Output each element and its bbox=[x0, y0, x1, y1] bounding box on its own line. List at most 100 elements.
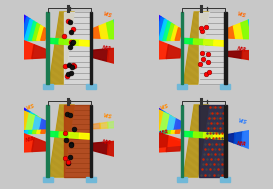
Polygon shape bbox=[152, 40, 168, 59]
Text: VIS: VIS bbox=[237, 11, 247, 18]
Bar bbox=[181, 12, 183, 84]
Polygon shape bbox=[171, 119, 179, 133]
Polygon shape bbox=[166, 138, 181, 152]
Polygon shape bbox=[20, 17, 30, 41]
Polygon shape bbox=[150, 15, 161, 41]
Point bbox=[72, 127, 76, 130]
Polygon shape bbox=[100, 122, 108, 129]
Polygon shape bbox=[49, 105, 74, 177]
Polygon shape bbox=[241, 20, 252, 39]
Polygon shape bbox=[79, 133, 90, 139]
Polygon shape bbox=[32, 116, 41, 133]
Polygon shape bbox=[183, 38, 194, 44]
Point bbox=[69, 142, 73, 145]
Text: VIS: VIS bbox=[159, 103, 170, 111]
Polygon shape bbox=[92, 49, 108, 61]
Polygon shape bbox=[242, 50, 258, 61]
Polygon shape bbox=[159, 19, 168, 41]
Polygon shape bbox=[183, 131, 194, 137]
Polygon shape bbox=[114, 17, 125, 39]
Polygon shape bbox=[152, 133, 168, 152]
Polygon shape bbox=[16, 108, 27, 134]
Point bbox=[69, 30, 74, 33]
Polygon shape bbox=[69, 40, 80, 45]
Polygon shape bbox=[249, 129, 259, 151]
Polygon shape bbox=[32, 23, 41, 40]
Polygon shape bbox=[173, 118, 181, 129]
Point bbox=[207, 71, 211, 74]
Polygon shape bbox=[183, 105, 209, 177]
Polygon shape bbox=[18, 110, 28, 129]
Polygon shape bbox=[24, 112, 34, 134]
Polygon shape bbox=[20, 110, 30, 134]
Point bbox=[66, 73, 70, 76]
Polygon shape bbox=[203, 132, 214, 139]
Polygon shape bbox=[18, 133, 34, 152]
Point bbox=[68, 156, 73, 159]
Point bbox=[206, 61, 210, 64]
Polygon shape bbox=[32, 45, 47, 59]
Polygon shape bbox=[106, 20, 117, 39]
Polygon shape bbox=[38, 119, 47, 129]
Polygon shape bbox=[150, 108, 161, 134]
Point bbox=[71, 40, 75, 43]
Point bbox=[64, 113, 69, 116]
Polygon shape bbox=[203, 40, 214, 45]
Polygon shape bbox=[28, 21, 37, 41]
Point bbox=[64, 139, 68, 142]
Polygon shape bbox=[79, 40, 90, 46]
Point bbox=[71, 63, 75, 66]
Polygon shape bbox=[99, 23, 109, 39]
Polygon shape bbox=[41, 28, 48, 40]
Polygon shape bbox=[24, 19, 34, 41]
Polygon shape bbox=[163, 21, 171, 41]
Text: NIR: NIR bbox=[102, 139, 113, 146]
Point bbox=[66, 162, 70, 165]
Polygon shape bbox=[183, 12, 209, 84]
Bar bbox=[43, 177, 53, 182]
Point bbox=[63, 132, 67, 135]
Polygon shape bbox=[49, 131, 59, 137]
Polygon shape bbox=[226, 26, 236, 38]
Polygon shape bbox=[175, 121, 182, 133]
Polygon shape bbox=[214, 133, 224, 139]
Point bbox=[69, 41, 73, 44]
Point bbox=[206, 53, 210, 56]
Point bbox=[201, 57, 205, 60]
Polygon shape bbox=[64, 105, 90, 177]
Bar bbox=[86, 177, 96, 182]
Polygon shape bbox=[199, 12, 224, 84]
Polygon shape bbox=[199, 105, 224, 177]
Polygon shape bbox=[214, 40, 224, 46]
Text: NIR: NIR bbox=[159, 129, 170, 136]
Polygon shape bbox=[167, 136, 181, 146]
Point bbox=[66, 19, 70, 22]
Bar bbox=[220, 84, 230, 89]
Polygon shape bbox=[18, 40, 34, 59]
Polygon shape bbox=[242, 130, 251, 149]
Polygon shape bbox=[91, 26, 101, 38]
Bar bbox=[86, 84, 96, 89]
Bar bbox=[177, 84, 187, 89]
Polygon shape bbox=[166, 115, 175, 130]
Polygon shape bbox=[107, 140, 124, 159]
Point bbox=[67, 64, 71, 67]
Text: VIS: VIS bbox=[237, 118, 247, 125]
Bar bbox=[181, 105, 183, 177]
Bar bbox=[90, 105, 92, 177]
Text: VIS: VIS bbox=[25, 103, 35, 111]
Polygon shape bbox=[69, 132, 80, 139]
Point bbox=[65, 74, 69, 77]
Point bbox=[69, 41, 74, 44]
Polygon shape bbox=[175, 28, 182, 40]
Polygon shape bbox=[248, 17, 260, 39]
Point bbox=[69, 66, 74, 69]
Polygon shape bbox=[224, 122, 228, 126]
Bar bbox=[224, 12, 227, 84]
Bar bbox=[177, 177, 187, 182]
Polygon shape bbox=[171, 26, 179, 40]
Point bbox=[200, 29, 205, 32]
Polygon shape bbox=[227, 133, 235, 143]
Polygon shape bbox=[221, 120, 225, 124]
Polygon shape bbox=[25, 113, 34, 129]
